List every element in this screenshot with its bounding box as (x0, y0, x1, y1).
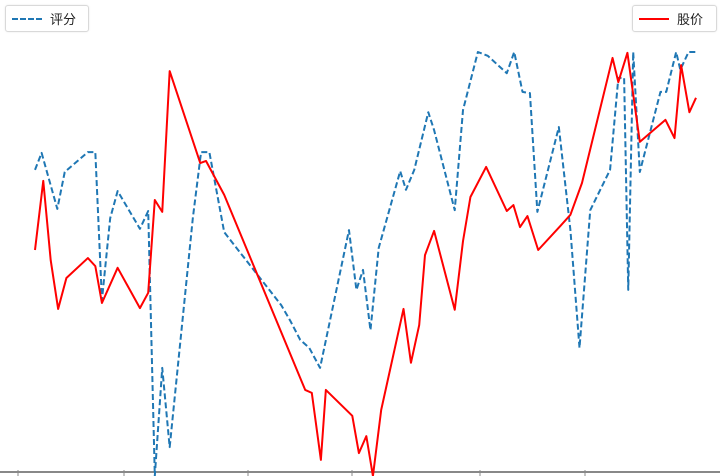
legend-price: 股价 (632, 5, 717, 32)
series-line-0 (34, 51, 696, 476)
series-line-1 (34, 51, 697, 476)
legend-swatch-solid-red (639, 17, 669, 20)
legend-label-score: 评分 (50, 13, 77, 28)
legend-swatch-dashed-blue (12, 17, 42, 20)
legend-score: 评分 (5, 5, 89, 32)
legend-label-price: 股价 (677, 13, 704, 28)
